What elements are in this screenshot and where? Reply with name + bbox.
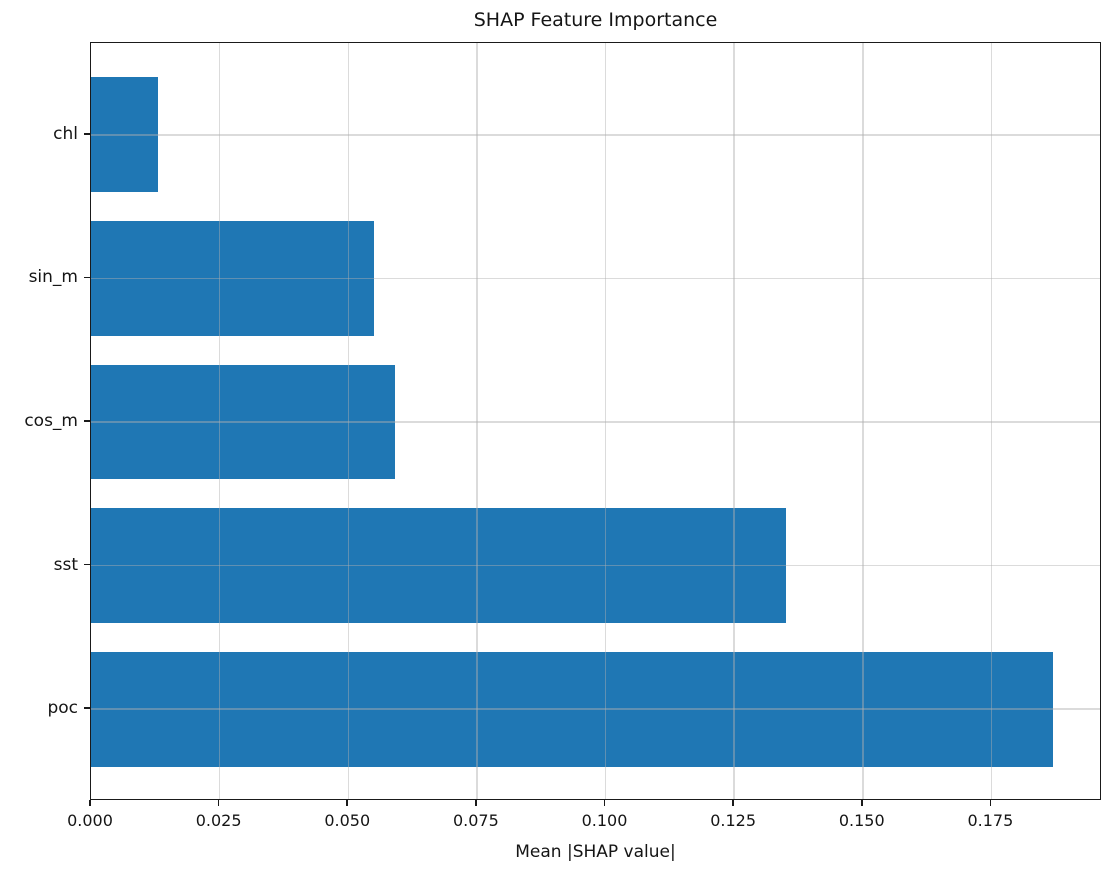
x-tick-mark xyxy=(603,800,606,806)
x-tick-mark xyxy=(732,800,734,806)
chart-title: SHAP Feature Importance xyxy=(473,9,718,31)
y-tick-label-poc: poc xyxy=(47,698,78,719)
vertical-gridline xyxy=(347,43,349,799)
x-axis-label: Mean |SHAP value| xyxy=(515,842,676,862)
x-tick-label: 0.125 xyxy=(710,811,757,830)
vertical-gridline xyxy=(733,43,735,799)
bar-chl xyxy=(91,77,158,193)
y-tick-label-sst: sst xyxy=(53,554,78,575)
y-tick-mark xyxy=(84,420,90,422)
plot-area xyxy=(90,42,1101,800)
x-tick-label: 0.025 xyxy=(195,811,242,830)
y-tick-label-chl: chl xyxy=(53,123,78,144)
y-tick-mark xyxy=(84,563,90,566)
vertical-gridline xyxy=(604,43,607,799)
bar-cos_m xyxy=(91,364,395,480)
vertical-gridline xyxy=(476,43,478,799)
x-tick-label: 0.075 xyxy=(452,811,499,830)
vertical-gridline xyxy=(862,43,864,799)
y-tick-mark xyxy=(84,133,90,135)
horizontal-gridline xyxy=(91,564,1100,567)
horizontal-gridline xyxy=(91,421,1100,423)
y-tick-label-sin_m: sin_m xyxy=(28,267,78,288)
y-tick-mark xyxy=(84,707,90,709)
bar-sst xyxy=(91,508,786,623)
x-tick-mark xyxy=(346,800,349,806)
vertical-gridline xyxy=(990,43,993,799)
bar-poc xyxy=(91,651,1054,767)
x-tick-label: 0.100 xyxy=(581,811,628,830)
horizontal-gridline xyxy=(91,708,1100,710)
y-tick-mark xyxy=(84,276,90,279)
x-tick-label: 0.050 xyxy=(324,811,371,830)
bar-sin_m xyxy=(91,221,374,336)
y-tick-label-cos_m: cos_m xyxy=(24,411,78,431)
x-tick-label: 0.175 xyxy=(967,811,1014,830)
x-tick-mark xyxy=(89,800,91,806)
horizontal-gridline xyxy=(91,277,1100,280)
x-tick-mark xyxy=(860,800,863,806)
horizontal-gridline xyxy=(91,134,1100,136)
x-tick-mark xyxy=(989,800,992,806)
x-tick-mark xyxy=(475,800,477,806)
x-tick-mark xyxy=(217,800,220,806)
x-tick-label: 0.000 xyxy=(67,811,113,830)
x-tick-label: 0.150 xyxy=(838,811,885,830)
vertical-gridline xyxy=(218,43,221,799)
